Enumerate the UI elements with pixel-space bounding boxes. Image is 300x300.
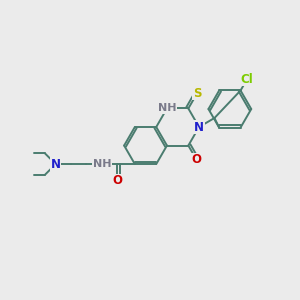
Text: N: N xyxy=(194,121,204,134)
Text: Cl: Cl xyxy=(241,73,253,85)
Text: NH: NH xyxy=(93,159,111,169)
Text: S: S xyxy=(193,87,201,100)
Text: O: O xyxy=(112,174,122,187)
Text: NH: NH xyxy=(158,103,176,113)
Text: O: O xyxy=(192,154,202,166)
Text: N: N xyxy=(51,158,61,171)
